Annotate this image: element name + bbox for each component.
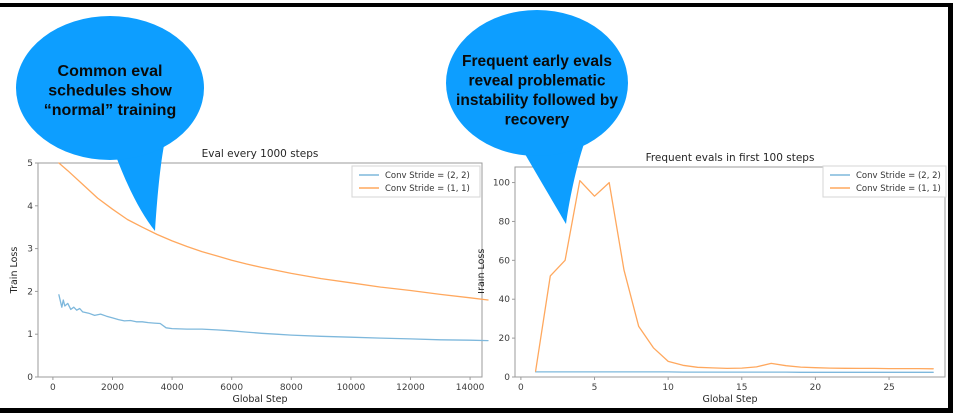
y-tick-label: 3 [27, 245, 33, 255]
slide-border-bottom [0, 408, 953, 413]
speech-bubble-text-line: reveal problematic [469, 73, 606, 90]
y-tick-label: 0 [504, 373, 510, 383]
y-tick-label: 100 [493, 179, 510, 189]
plot-box [37, 162, 483, 378]
x-tick-label: 15 [736, 383, 747, 393]
y-tick-label: 1 [27, 330, 33, 340]
y-tick-label: 2 [27, 287, 33, 297]
legend-box [351, 165, 481, 198]
chart-eval-every-1000-steps: 0 2000 4000 6000 8000 10000 12000 14000 0 1 2 3 4 5 Ev… [9, 148, 489, 405]
x-tick-label: 10000 [337, 383, 366, 393]
chart-frequent-evals-first-100-steps: 0 5 10 15 20 25 0 20 40 60 80 100 Frequent evals in … [478, 152, 947, 405]
y-tick-label: 80 [499, 217, 511, 227]
y-tick-label: 40 [499, 295, 511, 305]
y-tick-label: 4 [27, 202, 33, 212]
chart-title: Eval every 1000 steps [202, 148, 319, 160]
x-tick-label: 8000 [280, 383, 303, 393]
legend-box [822, 165, 947, 198]
x-axis-label: Global Step [233, 394, 288, 405]
x-tick-label: 14000 [456, 383, 485, 393]
slide-border-top [0, 3, 953, 7]
x-tick-label: 10 [662, 383, 674, 393]
y-tick-label: 0 [27, 373, 33, 383]
y-tick-label: 20 [499, 334, 511, 344]
legend-label: Conv Stride = (2, 2) [856, 171, 941, 181]
speech-bubble-text-line: “normal” training [44, 102, 176, 119]
y-axis-label: Train Loss [478, 249, 487, 297]
chart-title: Frequent evals in first 100 steps [646, 152, 815, 164]
y-axis-label: Train Loss [9, 247, 20, 295]
speech-bubble-text-line: Common eval [58, 63, 163, 80]
speech-bubble-text-line: recovery [505, 112, 570, 129]
x-tick-label: 5 [592, 383, 598, 393]
speech-bubble-text-line: instability followed by [456, 92, 618, 109]
y-tick-label: 60 [499, 256, 511, 266]
x-tick-label: 0 [50, 383, 56, 393]
x-tick-label: 6000 [220, 383, 243, 393]
legend-label: Conv Stride = (2, 2) [385, 171, 470, 181]
x-tick-label: 2000 [101, 383, 124, 393]
x-axis-label: Global Step [703, 394, 758, 405]
series-line [534, 179, 934, 372]
legend-label: Conv Stride = (1, 1) [385, 184, 470, 194]
plot-box [514, 166, 946, 378]
y-tick-label: 5 [27, 159, 33, 169]
x-tick-label: 0 [518, 383, 524, 393]
speech-bubble-ellipse [446, 10, 628, 156]
slide-border-right [948, 3, 953, 413]
x-tick-label: 12000 [396, 383, 425, 393]
speech-bubble-text-line: Frequent early evals [462, 53, 612, 70]
x-tick-label: 25 [883, 383, 894, 393]
series-line [58, 294, 489, 342]
speech-bubble-text-line: schedules show [48, 83, 172, 100]
x-tick-label: 20 [810, 383, 822, 393]
speech-bubble-ellipse [16, 16, 204, 160]
legend-label: Conv Stride = (1, 1) [856, 184, 941, 194]
x-tick-label: 4000 [161, 383, 184, 393]
